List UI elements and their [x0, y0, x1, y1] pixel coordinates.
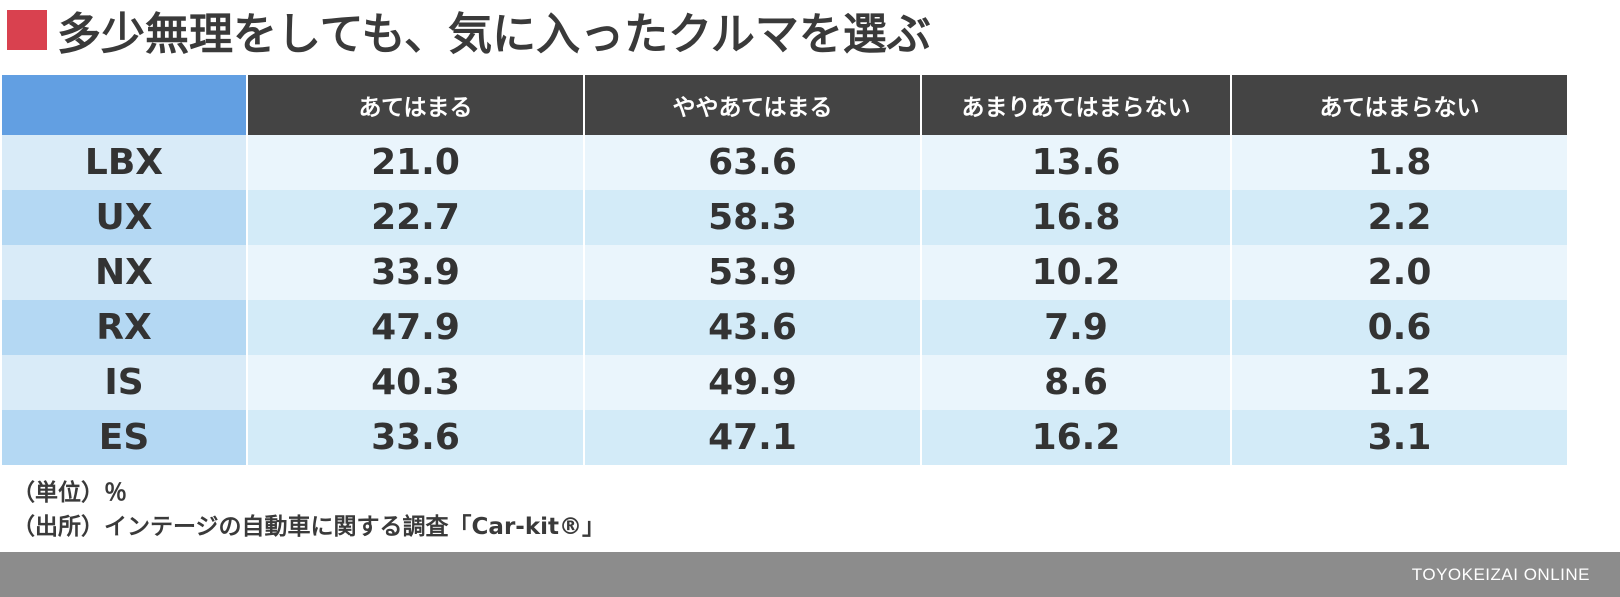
table-cell: 40.3: [246, 355, 584, 410]
table-row: UX 22.7 58.3 16.8 2.2: [2, 190, 1567, 245]
row-label: UX: [2, 190, 247, 245]
table-cell: 8.6: [920, 355, 1231, 410]
chart-title: 多少無理をしても、気に入ったクルマを選ぶ: [57, 9, 931, 60]
column-header: あまりあてはまらない: [920, 75, 1231, 135]
column-header: あてはまる: [246, 75, 584, 135]
unit-note: （単位）％: [12, 480, 127, 506]
table-cell: 0.6: [1230, 300, 1567, 355]
table-row: IS 40.3 49.9 8.6 1.2: [2, 355, 1567, 410]
table-notes: （単位）％ （出所）インテージの自動車に関する調査「Car-kit®」: [12, 476, 605, 544]
table-cell: 13.6: [920, 135, 1231, 190]
table-cell: 47.9: [246, 300, 584, 355]
table-row: LBX 21.0 63.6 13.6 1.8: [2, 135, 1567, 190]
source-note: （出所）インテージの自動車に関する調査「Car-kit®」: [12, 514, 606, 540]
table-cell: 53.9: [583, 245, 921, 300]
table-row: RX 47.9 43.6 7.9 0.6: [2, 300, 1567, 355]
survey-table: あてはまる ややあてはまる あまりあてはまらない あてはまらない LBX 21.…: [2, 75, 1567, 465]
table-cell: 21.0: [246, 135, 584, 190]
row-label: ES: [2, 410, 247, 465]
row-label: NX: [2, 245, 247, 300]
table-cell: 2.0: [1230, 245, 1567, 300]
table-cell: 16.8: [920, 190, 1231, 245]
column-header: あてはまらない: [1230, 75, 1567, 135]
footer-bar: TOYOKEIZAI ONLINE: [0, 552, 1620, 597]
row-label: RX: [2, 300, 247, 355]
table-cell: 16.2: [920, 410, 1231, 465]
table-cell: 33.9: [246, 245, 584, 300]
table-cell: 22.7: [246, 190, 584, 245]
title-square-icon: [7, 10, 47, 50]
table-cell: 2.2: [1230, 190, 1567, 245]
table-cell: 47.1: [583, 410, 921, 465]
table-row: NX 33.9 53.9 10.2 2.0: [2, 245, 1567, 300]
table-cell: 1.8: [1230, 135, 1567, 190]
row-label: IS: [2, 355, 247, 410]
table-row: ES 33.6 47.1 16.2 3.1: [2, 410, 1567, 465]
column-header: ややあてはまる: [583, 75, 921, 135]
table-cell: 10.2: [920, 245, 1231, 300]
header-corner-cell: [2, 75, 247, 135]
table-cell: 1.2: [1230, 355, 1567, 410]
brand-label: TOYOKEIZAI ONLINE: [1411, 564, 1590, 584]
row-label: LBX: [2, 135, 247, 190]
table-cell: 63.6: [583, 135, 921, 190]
table-cell: 7.9: [920, 300, 1231, 355]
table-cell: 43.6: [583, 300, 921, 355]
table-cell: 49.9: [583, 355, 921, 410]
table-cell: 33.6: [246, 410, 584, 465]
table-cell: 58.3: [583, 190, 921, 245]
table-header-row: あてはまる ややあてはまる あまりあてはまらない あてはまらない: [2, 75, 1567, 135]
chart-title-row: 多少無理をしても、気に入ったクルマを選ぶ: [7, 0, 931, 60]
table-cell: 3.1: [1230, 410, 1567, 465]
